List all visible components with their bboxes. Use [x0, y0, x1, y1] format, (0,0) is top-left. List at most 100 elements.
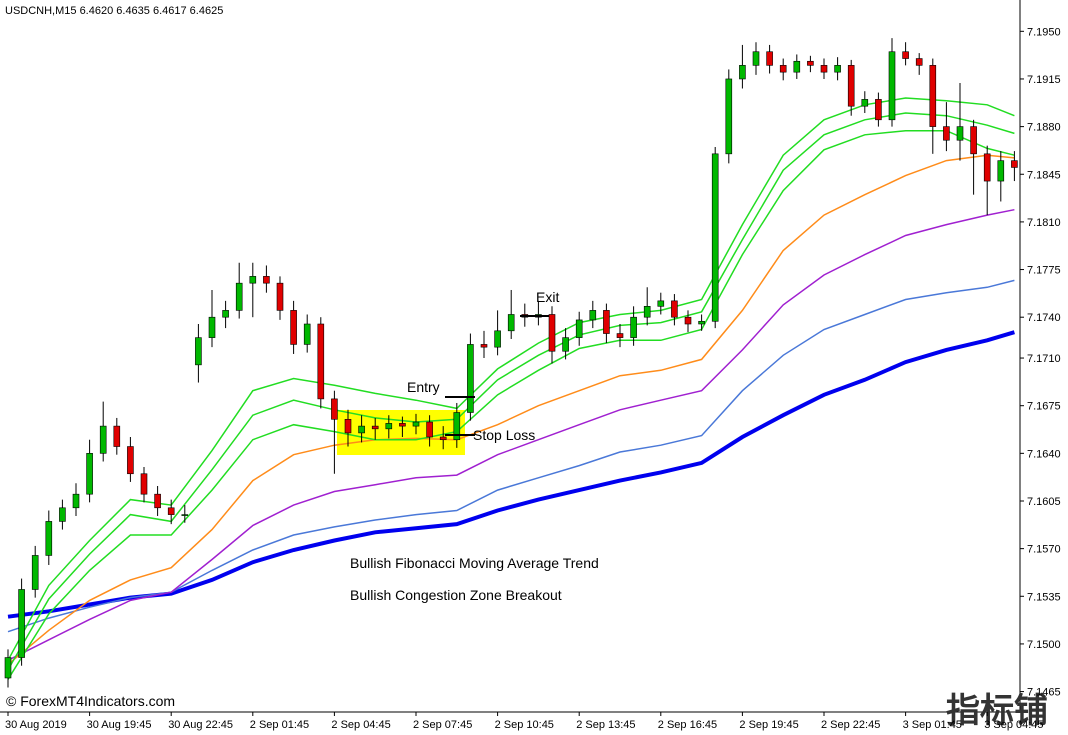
moving-average — [7, 129, 1015, 680]
candle-body — [99, 425, 107, 454]
watermark: 指标铺 — [946, 692, 1048, 730]
moving-average — [7, 208, 1015, 661]
moving-average — [7, 279, 1015, 633]
candle-body — [766, 51, 773, 66]
annotation: Exit — [536, 289, 559, 305]
y-tick-label: 7.1950 — [1027, 26, 1061, 38]
candle-body — [494, 330, 501, 348]
candle-body — [684, 316, 692, 325]
x-tick-label: 2 Sep 07:45 — [413, 719, 472, 731]
candle-body — [235, 282, 243, 311]
candle-body — [453, 412, 461, 441]
y-tick-label: 7.1535 — [1027, 591, 1061, 603]
plot-area — [4, 38, 1018, 688]
annotation: Entry — [407, 379, 440, 395]
candle-body — [956, 126, 964, 141]
moving-average — [7, 112, 1015, 671]
x-tick-label: 30 Aug 22:45 — [168, 719, 233, 731]
x-tick-label: 30 Aug 2019 — [5, 719, 67, 731]
candle-body — [467, 344, 474, 413]
candle-body — [426, 421, 433, 438]
candle-body — [140, 473, 148, 495]
y-tick-label: 7.1880 — [1027, 122, 1061, 134]
candle-body — [548, 314, 556, 352]
candle-body — [331, 398, 338, 420]
y-tick-label: 7.1605 — [1027, 496, 1061, 508]
candle-body — [181, 514, 189, 516]
candle-body — [616, 333, 624, 338]
candle-body — [657, 300, 665, 307]
annotation: Bullish Congestion Zone Breakout — [350, 587, 562, 603]
candle-body — [603, 310, 610, 334]
candle-body — [834, 65, 841, 73]
candle-body — [847, 65, 855, 107]
x-tick-label: 2 Sep 22:45 — [821, 719, 880, 731]
candle-body — [127, 446, 134, 475]
candle-body — [671, 300, 678, 318]
candle-body — [562, 337, 569, 352]
y-tick-label: 7.1570 — [1027, 544, 1061, 556]
x-tick-label: 3 Sep 01:45 — [903, 719, 962, 731]
y-tick-label: 7.1640 — [1027, 448, 1061, 460]
y-tick-label: 7.1775 — [1027, 265, 1061, 277]
candle-body — [643, 306, 651, 318]
candle-body — [303, 323, 311, 345]
candle-body — [752, 51, 760, 66]
candle-body — [195, 337, 202, 366]
candle-body — [793, 60, 801, 73]
candle-body — [412, 421, 420, 427]
y-tick-label: 7.1915 — [1027, 74, 1061, 86]
candle-body — [589, 310, 597, 321]
candle-body — [167, 507, 175, 515]
x-tick-label: 2 Sep 01:45 — [250, 719, 309, 731]
candle-body — [45, 521, 53, 556]
y-tick-label: 7.1845 — [1027, 169, 1061, 181]
candle-body — [222, 310, 229, 318]
candle-body — [113, 425, 121, 447]
moving-average — [7, 154, 1015, 665]
y-tick-label: 7.1710 — [1027, 353, 1061, 365]
candle-body — [875, 99, 882, 121]
candle-body — [943, 126, 950, 141]
copyright: © ForexMT4Indicators.com — [6, 693, 175, 709]
candle-body — [575, 319, 583, 338]
annotation: Stop Loss — [473, 427, 535, 443]
candle-body — [31, 555, 39, 590]
candle-body — [711, 153, 719, 322]
candle-body — [630, 316, 637, 338]
x-tick-label: 30 Aug 19:45 — [87, 719, 152, 731]
candle-body — [480, 344, 488, 348]
candle-body — [779, 65, 787, 73]
candle-body — [72, 493, 80, 509]
y-tick-label: 7.1465 — [1027, 687, 1061, 699]
moving-average — [7, 97, 1015, 661]
candle-body — [399, 423, 406, 427]
y-tick-label: 7.1500 — [1027, 639, 1061, 651]
candle-body — [970, 126, 977, 155]
candle-body — [915, 58, 923, 66]
candle-body — [18, 589, 25, 658]
candle-body — [983, 153, 991, 182]
candle-body — [4, 657, 12, 679]
candle-body — [358, 425, 365, 434]
congestion-zone — [337, 410, 465, 455]
candle-body — [344, 419, 352, 434]
candle-body — [507, 314, 515, 332]
x-tick-label: 3 Sep 04:45 — [984, 719, 1043, 731]
candle-body — [902, 51, 909, 59]
candle-body — [208, 316, 216, 338]
candle-body — [385, 423, 393, 430]
moving-average — [7, 330, 1015, 619]
candle-body — [317, 323, 325, 400]
candle-body — [439, 436, 447, 441]
x-tick-label: 2 Sep 19:45 — [739, 719, 798, 731]
candle-body — [725, 78, 733, 155]
candle-body — [820, 65, 828, 73]
y-tick-label: 7.1675 — [1027, 401, 1061, 413]
candle-body — [861, 99, 869, 107]
candle-body — [888, 51, 896, 121]
candle-body — [263, 276, 270, 284]
candle-body — [276, 282, 284, 311]
